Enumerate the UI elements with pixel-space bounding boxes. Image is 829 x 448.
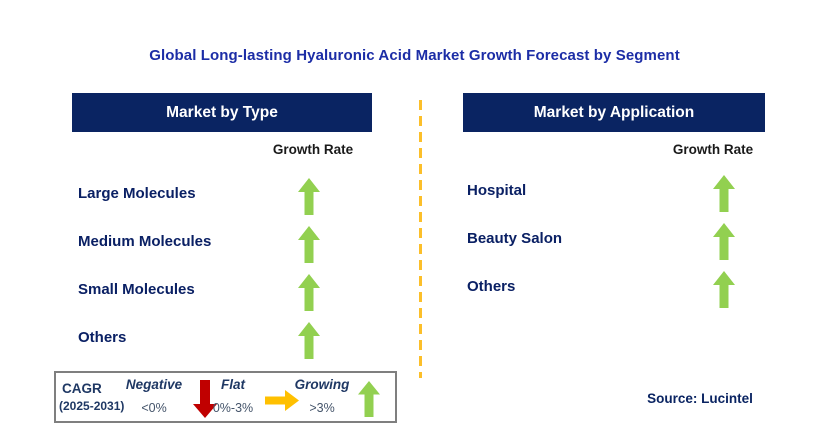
legend-item-value: >3%: [309, 401, 335, 415]
panel-header-application: Market by Application: [463, 93, 765, 132]
legend-item-label: Growing: [294, 377, 350, 392]
segment-label: Medium Molecules: [78, 233, 212, 250]
source-attribution: Source: Lucintel: [647, 391, 753, 406]
segment-row: Large Molecules: [72, 178, 372, 216]
legend-item-value: <0%: [141, 401, 167, 415]
growth-rate-label: Growth Rate: [672, 142, 754, 157]
up-green-arrow-icon: [358, 381, 380, 417]
right-orange-arrow-icon: [265, 390, 299, 411]
segment-row: Hospital: [463, 175, 765, 213]
up-green-arrow-icon: [298, 274, 320, 311]
segment-row: Beauty Salon: [463, 223, 765, 261]
cagr-legend: CAGR (2025-2031) Negative <0% Flat 0%-3%…: [54, 371, 397, 423]
segment-row: Small Molecules: [72, 274, 372, 312]
up-green-arrow-icon: [713, 271, 735, 308]
segment-label: Hospital: [467, 182, 527, 199]
legend-title: CAGR: [62, 381, 102, 396]
panel-market-by-type: Market by Type Growth Rate Large Molecul…: [72, 93, 372, 383]
segment-row: Others: [463, 271, 765, 309]
down-red-arrow-icon: [193, 380, 217, 418]
segment-label: Others: [78, 329, 127, 346]
page-title: Global Long-lasting Hyaluronic Acid Mark…: [149, 47, 680, 64]
segment-row: Others: [72, 322, 372, 360]
up-green-arrow-icon: [298, 322, 320, 359]
up-green-arrow-icon: [298, 178, 320, 215]
segment-label: Small Molecules: [78, 281, 195, 298]
segment-row: Medium Molecules: [72, 226, 372, 264]
panel-market-by-application: Market by Application Growth Rate Hospit…: [463, 93, 765, 383]
legend-item-value: 0%-3%: [212, 401, 254, 415]
growth-rate-label: Growth Rate: [272, 142, 354, 157]
legend-subtitle: (2025-2031): [59, 399, 125, 413]
segment-label: Others: [467, 278, 516, 295]
legend-item-label: Flat: [220, 377, 245, 392]
segment-label: Large Molecules: [78, 185, 196, 202]
legend-item-label: Negative: [125, 377, 183, 392]
up-green-arrow-icon: [713, 223, 735, 260]
up-green-arrow-icon: [713, 175, 735, 212]
panel-header-type: Market by Type: [72, 93, 372, 132]
up-green-arrow-icon: [298, 226, 320, 263]
dashed-divider: [419, 100, 422, 378]
segment-label: Beauty Salon: [467, 230, 563, 247]
